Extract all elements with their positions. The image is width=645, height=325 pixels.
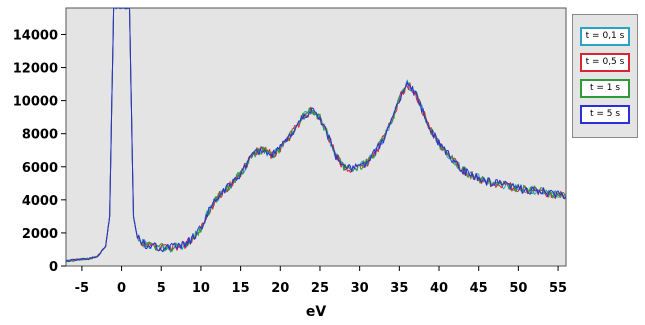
legend-item-1: t = 0,1 s — [580, 27, 630, 46]
y-tick-label: 10000 — [13, 95, 58, 110]
x-tick-label: 35 — [390, 281, 408, 296]
y-tick-label: 12000 — [13, 62, 58, 77]
plot-area — [65, 7, 567, 267]
y-tick-label: 0 — [49, 260, 58, 275]
y-tick-label: 8000 — [22, 128, 58, 143]
x-tick-label: 25 — [311, 281, 329, 296]
x-tick-label: 40 — [430, 281, 448, 296]
legend-item-4: t = 5 s — [580, 105, 630, 124]
x-tick-label: 45 — [470, 281, 488, 296]
series-layer — [65, 7, 567, 263]
legend: t = 0,1 s t = 0,5 s t = 1 s t = 5 s — [572, 14, 638, 138]
x-tick-label: 5 — [157, 281, 166, 296]
axis-layer: 0 2000 4000 6000 8000 10000 12000 14000 -5 0 5 10 15… — [13, 28, 567, 296]
y-tick-label: 4000 — [22, 194, 58, 209]
legend-item-2: t = 0,5 s — [580, 53, 630, 72]
x-tick-label: 30 — [351, 281, 369, 296]
x-tick-label: 0 — [117, 281, 126, 296]
x-axis-label: eV — [306, 304, 326, 320]
x-tick-label: 50 — [509, 281, 527, 296]
x-tick-label: 55 — [549, 281, 567, 296]
legend-item-3: t = 1 s — [580, 79, 630, 98]
x-tick-label: 10 — [192, 281, 210, 296]
y-tick-label: 14000 — [13, 28, 58, 43]
x-tick-label: 20 — [271, 281, 289, 296]
y-tick-label: 6000 — [22, 161, 58, 176]
x-tick-label: 15 — [232, 281, 250, 296]
y-tick-label: 2000 — [22, 227, 58, 242]
x-tick-label: -5 — [75, 281, 89, 296]
series-line-4 — [65, 7, 567, 263]
